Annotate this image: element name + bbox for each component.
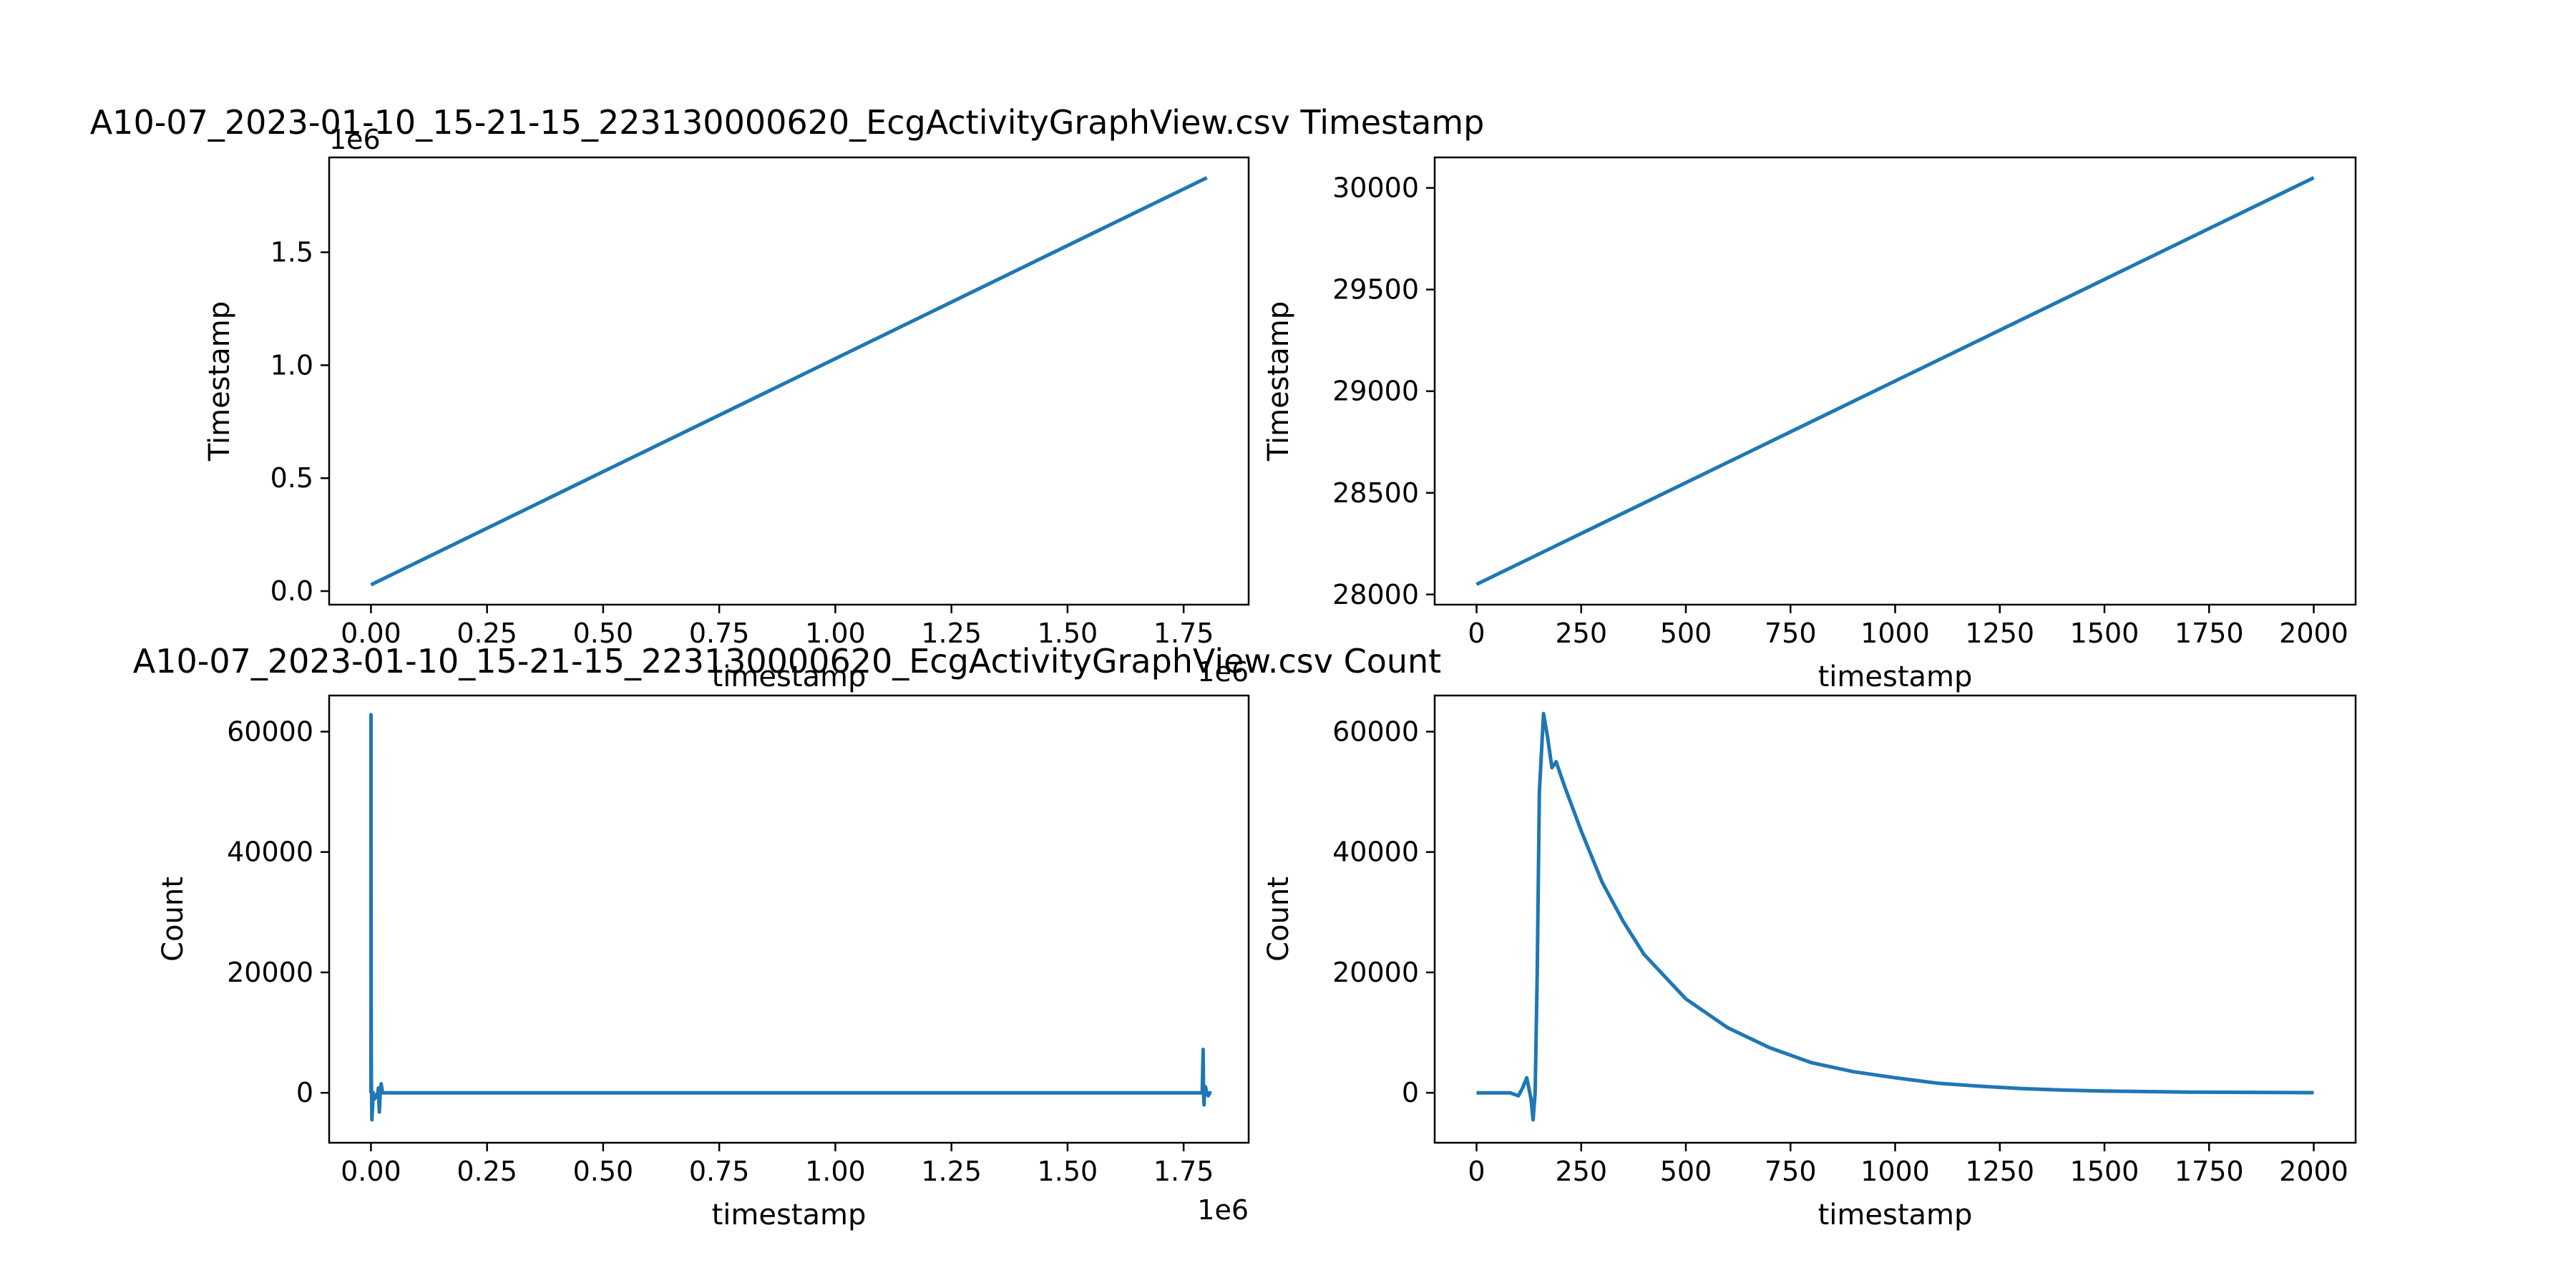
series-line <box>369 713 1212 1122</box>
x-tick-label: 1.25 <box>921 1156 982 1187</box>
x-tick-label: 1500 <box>2070 1156 2140 1187</box>
y-tick-label: 60000 <box>227 716 313 747</box>
x-tick-label: 0.75 <box>689 1156 750 1187</box>
x-tick-label: 1750 <box>2175 1156 2244 1187</box>
y-tick-label: 0 <box>296 1077 313 1108</box>
x-tick-label: 1.50 <box>1038 618 1098 649</box>
series-line <box>1475 176 2315 586</box>
chart-count-full: 0.00 0.25 0.50 0.75 1.00 1.25 1.50 1.75 0 20000 40… <box>157 694 1250 1231</box>
x-tick-label: 1.50 <box>1038 1156 1098 1187</box>
x-tick-label: 2000 <box>2279 618 2348 649</box>
y-tick-label: 29000 <box>1332 376 1419 407</box>
x-tick-label: 1750 <box>2175 618 2244 649</box>
axes-frame <box>328 156 1250 606</box>
y-axis-label: Count <box>157 877 190 962</box>
x-tick-label: 1.25 <box>921 618 982 649</box>
y-tick-label: 0.0 <box>270 575 313 607</box>
x-tick-label: 2000 <box>2279 1156 2348 1187</box>
y-tick-label: 40000 <box>1332 836 1419 868</box>
y-tick-label: 60000 <box>1332 716 1419 747</box>
y-offset-label: 1e6 <box>329 124 381 155</box>
x-tick-label: 1.00 <box>805 1156 866 1187</box>
x-tick-label: 0.50 <box>573 618 634 649</box>
x-tick-label: 1.75 <box>1153 618 1214 649</box>
x-tick-label: 1500 <box>2070 618 2140 649</box>
x-tick-label: 1.75 <box>1153 1156 1214 1187</box>
x-tick-label: 500 <box>1660 618 1712 649</box>
x-tick-label: 250 <box>1555 1156 1607 1187</box>
y-axis-label: Timestamp <box>1262 301 1295 462</box>
y-tick-label: 0.5 <box>270 462 313 494</box>
x-axis-label: timestamp <box>1818 1199 1973 1231</box>
x-tick-label: 750 <box>1765 1156 1817 1187</box>
x-tick-label: 0.25 <box>457 1156 517 1187</box>
y-tick-label: 28000 <box>1332 579 1419 610</box>
x-tick-label: 1.00 <box>805 618 866 649</box>
x-tick-label: 0.50 <box>573 1156 634 1187</box>
series-line <box>1476 711 2314 1122</box>
x-tick-label: 1250 <box>1965 618 2034 649</box>
x-tick-label: 0.75 <box>689 618 750 649</box>
x-axis-label: timestamp <box>1818 660 1973 693</box>
y-tick-label: 20000 <box>227 957 313 988</box>
timestamp-row-title: A10-07_2023-01-10_15-21-15_223130000620_… <box>90 103 1485 142</box>
count-row-title: A10-07_2023-01-10_15-21-15_223130000620_… <box>133 642 1441 680</box>
chart-timestamp-full: 0.00 0.25 0.50 0.75 1.00 1.25 1.50 1.75 0.0 0.5 1.… <box>203 124 1250 693</box>
y-axis-label: Timestamp <box>203 301 236 462</box>
x-tick-label: 1250 <box>1965 1156 2034 1187</box>
x-offset-label: 1e6 <box>1197 656 1249 688</box>
x-tick-label: 0 <box>1468 1156 1485 1187</box>
x-tick-label: 0.25 <box>457 618 517 649</box>
y-tick-label: 30000 <box>1332 172 1419 204</box>
y-tick-label: 1.0 <box>270 349 313 381</box>
x-tick-label: 0 <box>1468 618 1485 649</box>
y-tick-label: 29500 <box>1332 274 1419 306</box>
x-tick-label: 500 <box>1660 1156 1712 1187</box>
y-tick-label: 0 <box>1402 1077 1419 1108</box>
y-tick-label: 1.5 <box>270 237 313 268</box>
y-tick-label: 20000 <box>1332 957 1419 988</box>
y-tick-label: 40000 <box>227 836 313 868</box>
x-tick-label: 250 <box>1555 618 1607 649</box>
chart-timestamp-zoom: 0 250 500 750 1000 1250 1500 1750 2000 28000 28500… <box>1262 156 2357 693</box>
y-tick-label: 28500 <box>1332 477 1419 509</box>
x-tick-label: 0.00 <box>341 1156 401 1187</box>
x-tick-label: 1000 <box>1860 618 1930 649</box>
y-axis-label: Count <box>1262 877 1295 962</box>
series-line <box>370 176 1208 587</box>
x-tick-label: 750 <box>1765 618 1817 649</box>
x-axis-label: timestamp <box>712 1199 867 1231</box>
axes-frame <box>328 694 1250 1144</box>
x-tick-label: 1000 <box>1860 1156 1930 1187</box>
x-tick-label: 0.00 <box>341 618 401 649</box>
chart-count-zoom: 0 250 500 750 1000 1250 1500 1750 20000200004000… <box>1262 694 2357 1231</box>
x-axis-label: timestamp <box>712 660 867 693</box>
x-offset-label: 1e6 <box>1197 1194 1249 1226</box>
